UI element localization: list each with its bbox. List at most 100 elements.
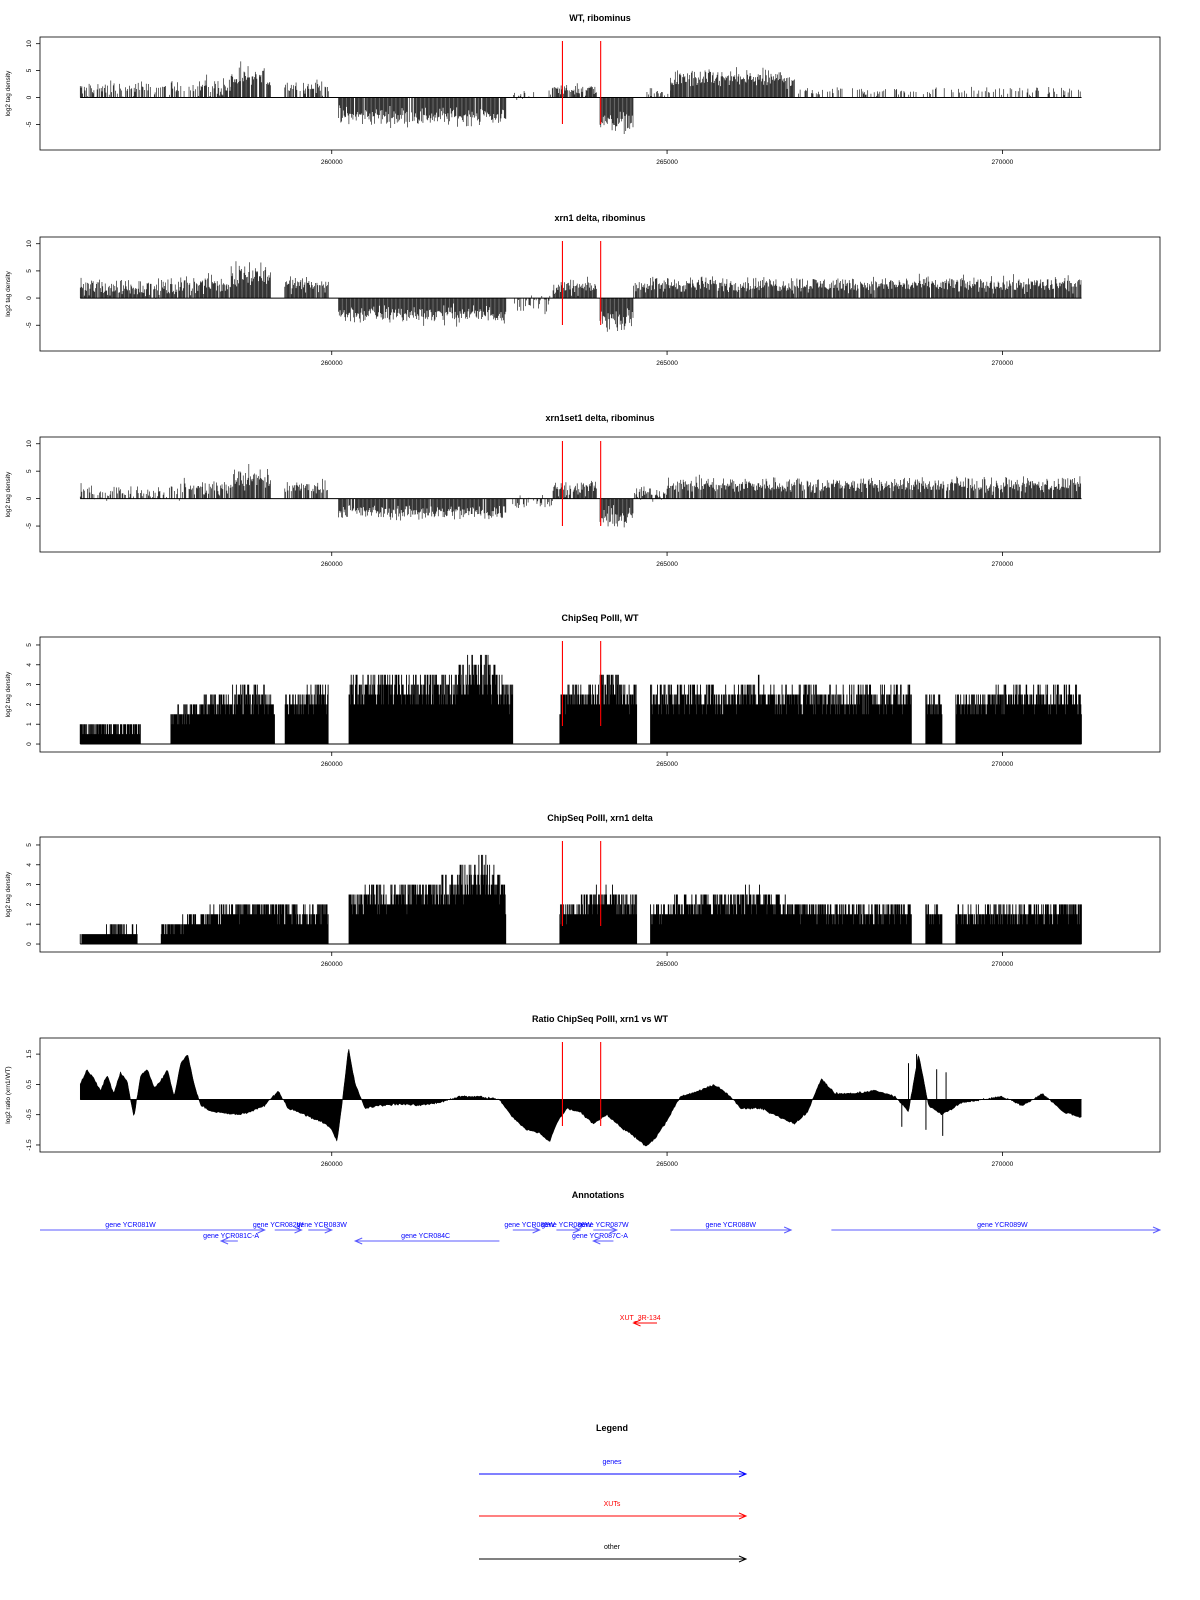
y-axis-label: log2 tag density <box>5 671 12 717</box>
gene-label: gene YCR087W <box>578 1222 629 1229</box>
x-tick-label: 260000 <box>321 360 343 367</box>
x-tick-label: 270000 <box>992 761 1014 768</box>
y-tick-label: -0.5 <box>26 1109 33 1121</box>
x-tick-label: 260000 <box>321 159 343 166</box>
y-tick-label: 0 <box>26 942 33 946</box>
legend-arrow-xut <box>479 1512 748 1520</box>
gene-arrow <box>308 1226 334 1234</box>
y-tick-label: 0.5 <box>26 1080 33 1089</box>
y-tick-label: 5 <box>26 68 33 72</box>
y-tick-label: 5 <box>26 843 33 847</box>
gene-label: gene YCR086W <box>541 1222 592 1229</box>
gene-arrow <box>556 1226 582 1234</box>
data-marks <box>79 654 1082 745</box>
y-tick-label: 10 <box>26 440 33 448</box>
x-tick-label: 260000 <box>321 561 343 568</box>
x-tick-label: 270000 <box>992 360 1014 367</box>
x-tick-label: 265000 <box>656 360 678 367</box>
gene-label: gene YCR082W <box>253 1222 304 1229</box>
gene-label: gene YCR085W <box>504 1222 555 1229</box>
gene-arrow <box>592 1237 614 1245</box>
x-tick-label: 260000 <box>321 1161 343 1168</box>
x-tick-label: 265000 <box>656 761 678 768</box>
data-marks <box>79 261 1082 332</box>
density-bars <box>79 464 1082 528</box>
x-tick-label: 260000 <box>321 761 343 768</box>
density-bars <box>79 261 1082 332</box>
gene-label: gene YCR081W <box>105 1222 156 1229</box>
panel-title: WT, ribominus <box>569 13 631 23</box>
data-marks <box>79 854 1082 945</box>
track-panel-4: ChipSeq PolII, WT log2 tag density 0 1 2 3 4 5 2… <box>5 613 1161 768</box>
y-tick-label: 0 <box>26 296 33 300</box>
x-tick-label: 270000 <box>992 561 1014 568</box>
gene-arrow <box>512 1226 541 1234</box>
panel-title: xrn1 delta, ribominus <box>554 213 645 223</box>
y-tick-label: 2 <box>26 902 33 906</box>
chip-density-bars <box>79 854 1082 945</box>
legend-arrow-other <box>479 1555 748 1563</box>
y-tick-label: 10 <box>26 40 33 48</box>
gene-label: gene YCR081C-A <box>203 1233 259 1240</box>
gene-arrow <box>274 1226 303 1234</box>
legend-label-xut: XUTs <box>604 1501 621 1508</box>
x-tick-label: 265000 <box>656 561 678 568</box>
legend-title: Legend <box>596 1423 628 1433</box>
x-tick-label: 265000 <box>656 159 678 166</box>
gene-arrow <box>353 1237 500 1245</box>
gene-arrow <box>593 1226 619 1234</box>
x-tick-label: 270000 <box>992 1161 1014 1168</box>
annotations-section: Annotations gene YCR081W gene YCR081C-A gen… <box>40 1190 1162 1327</box>
legend-label-other: other <box>604 1544 621 1551</box>
panel-title: ChipSeq PolII, xrn1 delta <box>547 813 654 823</box>
y-axis-label: log2 ratio (xrn1/WT) <box>5 1066 12 1123</box>
gene-label: gene YCR089W <box>977 1222 1028 1229</box>
y-tick-label: 3 <box>26 882 33 886</box>
legend-section: Legend genes XUTs other <box>479 1423 748 1563</box>
plot-frame <box>39 1037 1161 1153</box>
plot-frame <box>39 636 1161 753</box>
y-tick-label: -1.5 <box>26 1139 33 1151</box>
y-axis-label: log2 tag density <box>5 70 12 116</box>
y-tick-label: 5 <box>26 469 33 473</box>
panel-title: Ratio ChipSeq PolII, xrn1 vs WT <box>532 1014 669 1024</box>
y-tick-label: -5 <box>26 121 33 127</box>
gene-arrow <box>831 1226 1162 1234</box>
y-axis-label: log2 tag density <box>5 471 12 517</box>
track-panel-6: Ratio ChipSeq PolII, xrn1 vs WT log2 rati… <box>5 1014 1161 1168</box>
y-tick-label: 10 <box>26 240 33 248</box>
y-tick-label: 4 <box>26 663 33 667</box>
y-axis-label: log2 tag density <box>5 871 12 917</box>
track-panel-1: WT, ribominus log2 tag density -5 0 5 10 26000… <box>5 13 1161 166</box>
legend-arrow-gene <box>479 1470 748 1478</box>
chip-density-bars <box>79 654 1082 745</box>
gene-arrow <box>670 1226 793 1234</box>
plot-frame <box>39 36 1161 151</box>
y-tick-label: 3 <box>26 682 33 686</box>
density-bars <box>79 61 1081 134</box>
y-tick-label: 0 <box>26 496 33 500</box>
annotations-title: Annotations <box>572 1190 625 1200</box>
y-tick-label: 0 <box>26 95 33 99</box>
y-tick-label: 4 <box>26 863 33 867</box>
legend-label-gene: genes <box>602 1459 622 1466</box>
y-tick-label: 1 <box>26 722 33 726</box>
data-marks <box>79 1049 1082 1147</box>
x-tick-label: 260000 <box>321 961 343 968</box>
y-tick-label: -5 <box>26 523 33 529</box>
y-tick-label: 5 <box>26 269 33 273</box>
panel-title: xrn1set1 delta, ribominus <box>545 413 654 423</box>
track-panel-2: xrn1 delta, ribominus log2 tag density -5 0… <box>5 213 1161 367</box>
gene-label: gene YCR088W <box>706 1222 757 1229</box>
gene-arrow <box>219 1237 238 1245</box>
y-tick-label: 2 <box>26 702 33 706</box>
y-tick-label: 1.5 <box>26 1049 33 1058</box>
y-axis-label: log2 tag density <box>5 270 12 316</box>
xut-arrow <box>632 1319 658 1327</box>
y-tick-label: 1 <box>26 922 33 926</box>
plot-frame <box>39 236 1161 352</box>
panel-title: ChipSeq PolII, WT <box>562 613 639 623</box>
y-tick-label: 5 <box>26 643 33 647</box>
gene-arrow <box>40 1226 266 1234</box>
